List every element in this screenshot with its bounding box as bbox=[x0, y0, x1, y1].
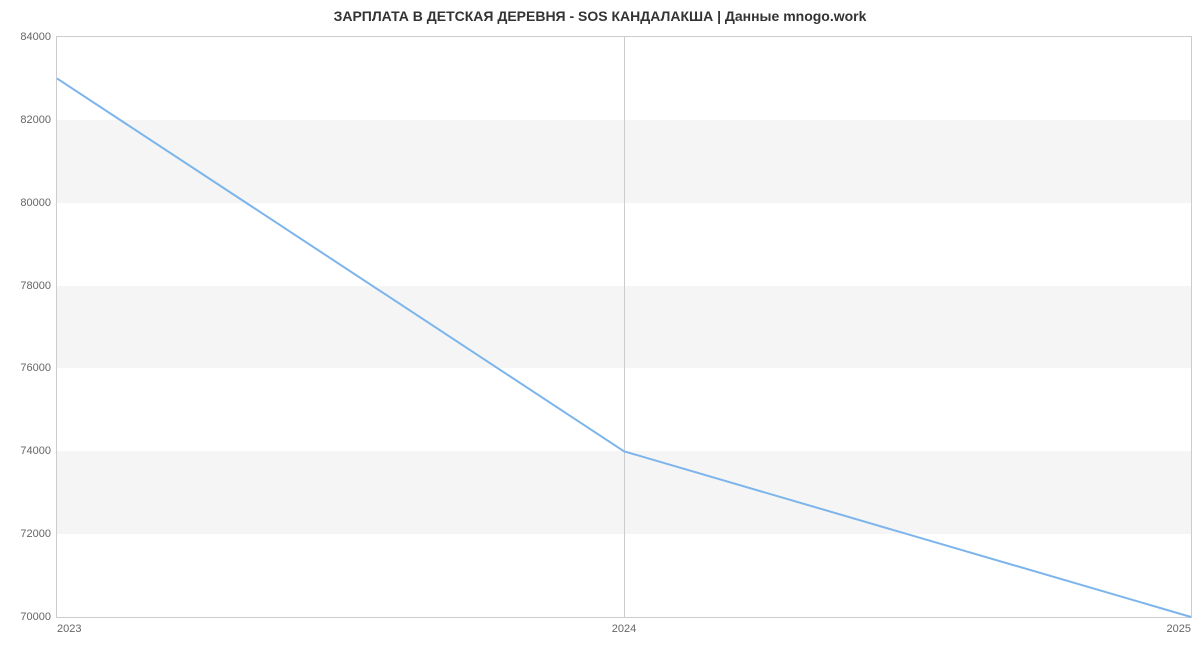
y-tick-label: 80000 bbox=[20, 197, 51, 209]
y-tick-label: 78000 bbox=[20, 280, 51, 292]
series-layer bbox=[57, 37, 1191, 617]
series-line-salary bbox=[57, 78, 1191, 617]
chart-title: ЗАРПЛАТА В ДЕТСКАЯ ДЕРЕВНЯ - SOS КАНДАЛА… bbox=[0, 8, 1200, 24]
y-tick-label: 74000 bbox=[20, 445, 51, 457]
salary-chart: ЗАРПЛАТА В ДЕТСКАЯ ДЕРЕВНЯ - SOS КАНДАЛА… bbox=[0, 0, 1200, 650]
y-tick-label: 84000 bbox=[20, 31, 51, 43]
y-tick-label: 70000 bbox=[20, 611, 51, 623]
y-tick-label: 72000 bbox=[20, 528, 51, 540]
x-tick-label: 2025 bbox=[1167, 623, 1191, 635]
y-tick-label: 76000 bbox=[20, 362, 51, 374]
y-tick-label: 82000 bbox=[20, 114, 51, 126]
x-tick-label: 2023 bbox=[57, 623, 81, 635]
plot-area: 7000072000740007600078000800008200084000… bbox=[56, 36, 1192, 618]
x-tick-label: 2024 bbox=[612, 623, 636, 635]
